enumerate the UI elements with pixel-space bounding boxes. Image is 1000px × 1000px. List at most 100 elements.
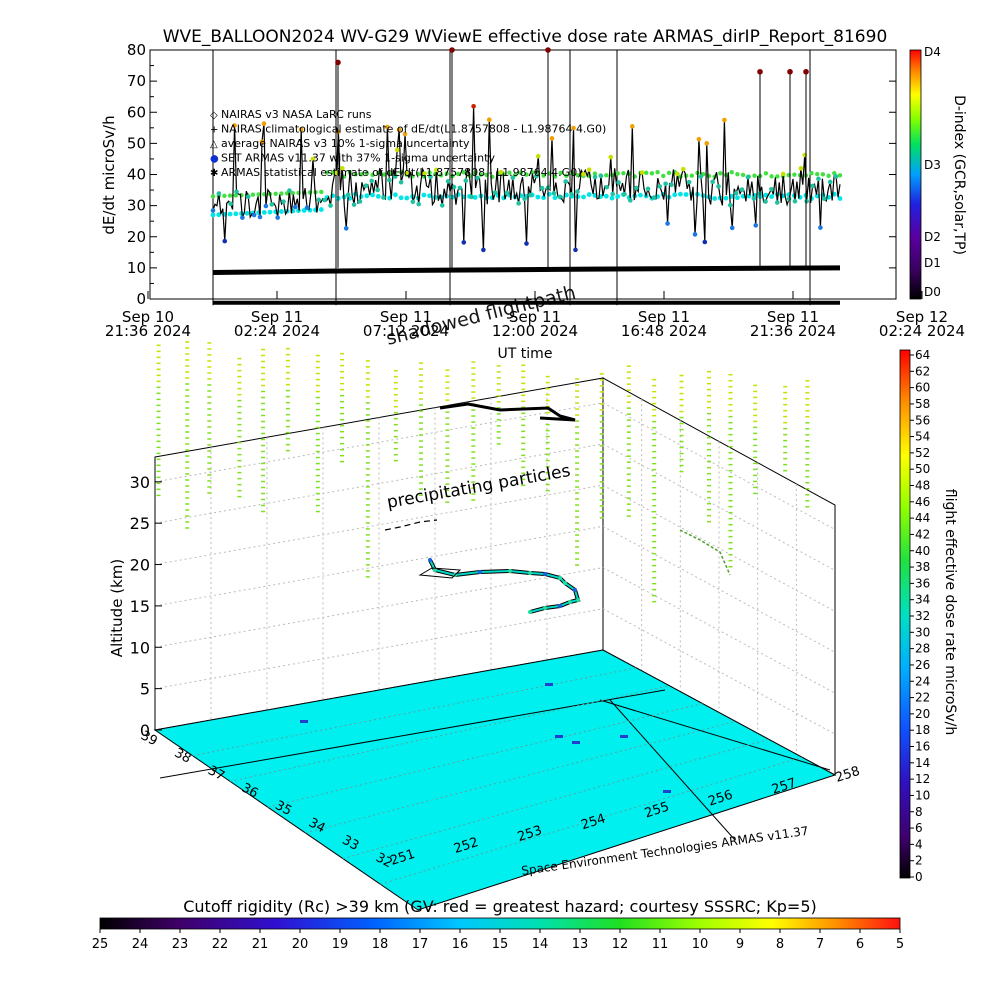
- dose-colorbar-tick-label: 28: [915, 642, 930, 656]
- dose-colorbar-tick-label: 58: [915, 397, 930, 411]
- x-axis-label: UT time: [498, 346, 553, 362]
- armas-dose-point: [394, 147, 400, 153]
- flight-track: [418, 558, 581, 614]
- flight-dose-point: [428, 558, 432, 562]
- y-tick-label: 80: [127, 41, 146, 59]
- nairas-v3-point: [524, 172, 529, 177]
- armas-dose-point: [798, 166, 804, 171]
- armas-dose-point: [816, 176, 821, 182]
- armas-dose-point: [528, 192, 533, 198]
- flight-dose-point: [528, 571, 532, 575]
- dose-colorbar-tick-label: 30: [915, 625, 930, 639]
- nairas-v3-point: [809, 170, 814, 176]
- rc-tick-label: 11: [652, 937, 669, 952]
- x-tick-label-date: Sep 11: [380, 308, 432, 326]
- nairas-v3-point: [530, 170, 535, 175]
- nairas-uncertainty-point: [216, 212, 222, 218]
- longitude-tick-label: 255: [643, 799, 671, 821]
- dose-colorbar-tick-label: 24: [915, 674, 930, 688]
- flight-track-line: [429, 559, 580, 613]
- armas-dose-point: [375, 187, 380, 193]
- armas-dose-point: [792, 198, 798, 204]
- y-tick-label: 0: [136, 290, 146, 308]
- armas-dose-point: [727, 202, 733, 208]
- series-layer: [210, 47, 843, 306]
- altitude-tick-label: 25: [130, 514, 150, 533]
- armas-dose-point: [733, 190, 739, 196]
- nairas-v3-point: [661, 173, 666, 179]
- legend-symbol: +: [210, 125, 218, 136]
- nairas-uncertainty-point: [301, 208, 307, 213]
- armas-dose-point: [504, 190, 510, 196]
- nairas-v3-point: [729, 170, 734, 175]
- flight-dose-point: [563, 581, 567, 585]
- nairas-v3-point: [752, 173, 757, 178]
- dose-colorbar-tick-label: 48: [915, 479, 930, 493]
- dose-colorbar-tick-label: 22: [915, 691, 930, 705]
- armas-dose-point: [810, 183, 815, 189]
- y-tick-label: 70: [127, 72, 146, 90]
- armas-dose-point: [469, 194, 474, 200]
- x-tick-label-time: 02:24 2024: [234, 322, 320, 340]
- nairas-uncertainty-point: [233, 211, 239, 217]
- nairas-v3-point: [735, 172, 740, 177]
- altitude-tick-label: 5: [140, 680, 150, 699]
- armas-dose-point: [369, 178, 375, 184]
- longitude-tick-label: 253: [516, 823, 544, 845]
- shadow-path-line: [439, 402, 576, 422]
- cutoff-rigidity-ticks: 25 24 23 22 21 20 19 18 17 16 15 14 13 12 11 10 9 8 7 6 5: [92, 929, 904, 952]
- nairas-uncertainty-point: [603, 193, 609, 199]
- nairas-v3-point: [644, 170, 649, 176]
- nairas-v3-point: [256, 192, 261, 197]
- armas-dose-point: [216, 191, 222, 196]
- armas-dose-point: [822, 196, 827, 202]
- x-tick-label-date: Sep 11: [509, 308, 561, 326]
- x-tick-label-time: 21:36 2024: [750, 322, 836, 340]
- wall-grid-h: [154, 567, 604, 648]
- armas-dose-point: [739, 187, 745, 192]
- nairas-v3-point: [769, 174, 774, 179]
- rc-tick-label: 24: [132, 937, 149, 952]
- latitude-tick-label: 34: [306, 815, 328, 836]
- nairas-v3-point: [615, 171, 620, 176]
- x-tick-label-date: Sep 11: [767, 308, 819, 326]
- nairas-uncertainty-point: [267, 209, 273, 215]
- nairas-uncertainty-point: [814, 193, 820, 199]
- cutoff-rigidity-surface: [153, 649, 837, 911]
- rc-tick-label: 5: [896, 937, 904, 952]
- armas-dose-point: [363, 183, 369, 188]
- shadow-path-right: [679, 529, 731, 576]
- floor-grid: [305, 720, 736, 834]
- armas-dose-point: [608, 154, 614, 160]
- legend-entry: NAIRAS climatological estimate of dE/dt(…: [221, 123, 606, 136]
- dose-colorbar-tick-label: 46: [915, 495, 930, 509]
- dose-colorbar-tick-label: 42: [915, 527, 930, 541]
- nairas-v3-point: [233, 193, 238, 198]
- nairas-v3-point: [427, 170, 432, 175]
- legend-symbol: ◇: [210, 110, 218, 121]
- ground-dose-mark: [572, 741, 580, 744]
- dose-colorbar-tick-label: 36: [915, 576, 930, 590]
- dose-colorbar-tick-label: 64: [915, 348, 930, 362]
- x-tick-label-date: Sep 10: [122, 308, 174, 326]
- rc-tick-label: 20: [292, 937, 309, 952]
- nairas-v3-point: [222, 193, 227, 199]
- wall-grid-h2: [602, 608, 836, 735]
- armas-dose-point: [753, 223, 759, 228]
- x-tick-label-time: 12:00 2024: [492, 322, 578, 340]
- altitude-axis: 0 5 10 15 20 25 30: [130, 457, 162, 740]
- nairas-v3-point: [507, 170, 512, 175]
- dose-colorbar-tick-label: 60: [915, 381, 930, 395]
- armas-peak-point: [787, 68, 793, 75]
- armas-dose-point: [698, 174, 704, 179]
- ground-dose-mark: [555, 735, 563, 738]
- armas-dose-point: [686, 179, 692, 185]
- armas-dose-point: [257, 214, 263, 220]
- x-tick-label-date: Sep 12: [896, 308, 948, 326]
- y-tick-label: 60: [127, 103, 146, 121]
- armas-dose-point: [680, 166, 686, 172]
- wall-grid-h2: [602, 567, 836, 694]
- rc-tick-label: 14: [532, 937, 549, 952]
- nairas-v3-point: [438, 173, 444, 178]
